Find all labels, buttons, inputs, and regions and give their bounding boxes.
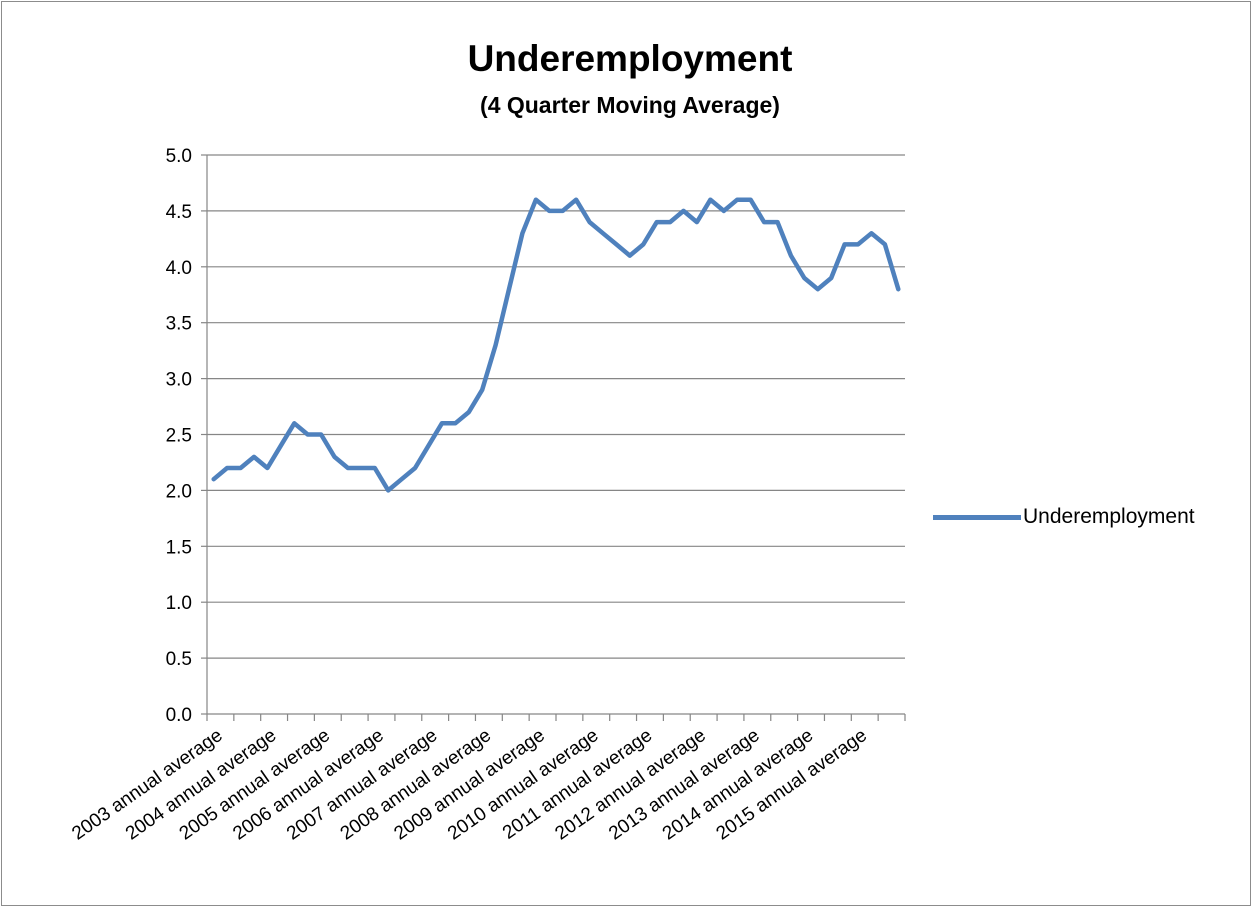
y-tick-label: 3.0	[166, 370, 192, 391]
chart-subtitle: (4 Quarter Moving Average)	[480, 92, 780, 118]
series-line-underemployment	[211, 197, 901, 493]
chart-title: Underemployment	[467, 38, 793, 79]
y-tick-label: 2.0	[166, 481, 192, 502]
y-tick-label: 4.5	[166, 202, 192, 223]
y-tick-label: 1.5	[166, 537, 192, 558]
y-tick-label: 2.5	[166, 426, 192, 447]
y-tick-label: 3.5	[166, 314, 192, 335]
y-tick-label: 0.5	[166, 649, 192, 670]
y-tick-label: 0.0	[166, 705, 192, 726]
y-tick-label: 5.0	[166, 146, 192, 167]
legend-label: Underemployment	[1023, 505, 1195, 528]
y-tick-label: 1.0	[166, 593, 192, 614]
legend-swatch	[933, 514, 1021, 520]
y-tick-label: 4.0	[166, 258, 192, 279]
legend: Underemployment	[933, 504, 1195, 530]
